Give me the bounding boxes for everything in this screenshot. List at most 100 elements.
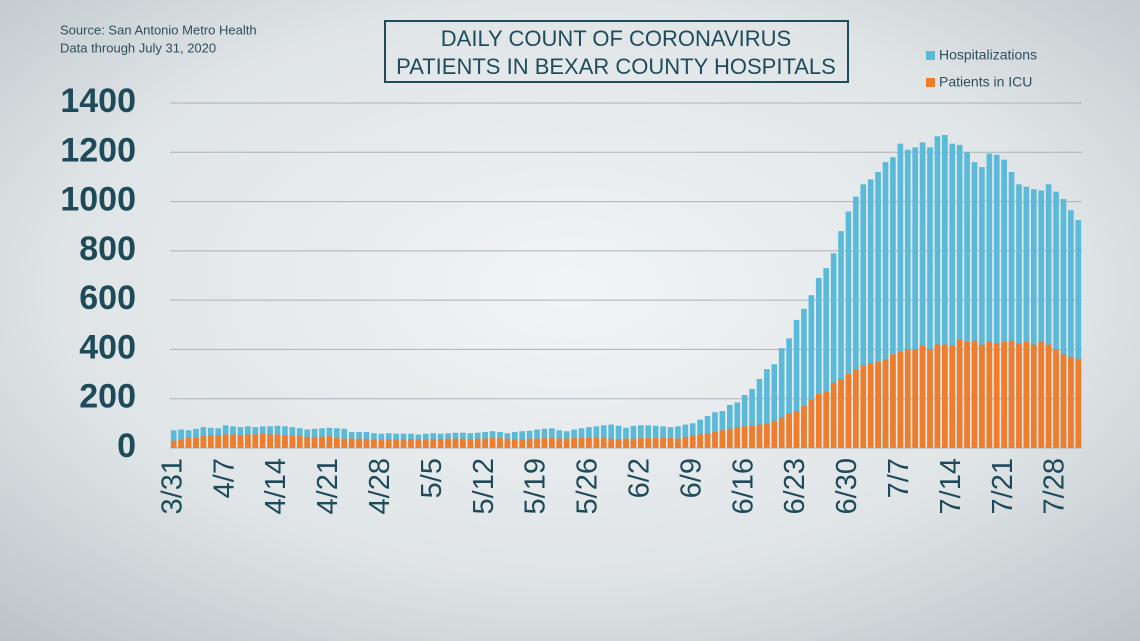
y-tick-label: 200 — [79, 378, 136, 416]
y-tick-label: 1400 — [60, 82, 136, 120]
bar — [689, 435, 696, 448]
bar — [786, 338, 792, 448]
bar — [504, 438, 511, 448]
bar — [697, 434, 703, 448]
bar — [927, 147, 933, 448]
bar — [993, 154, 1000, 448]
bar — [170, 430, 177, 448]
bar — [875, 172, 881, 448]
bar — [578, 437, 585, 448]
bar — [949, 143, 956, 449]
bar — [1045, 344, 1052, 448]
x-tick-label: 5/26 — [572, 458, 604, 514]
bar — [904, 349, 911, 448]
bar — [1075, 358, 1082, 448]
bar — [801, 406, 807, 448]
bar — [1068, 210, 1074, 448]
bar — [600, 425, 607, 448]
bar — [467, 439, 474, 448]
bar — [430, 439, 437, 448]
x-tick-label: 3/31 — [156, 458, 188, 514]
bar — [830, 253, 837, 448]
bar — [756, 379, 763, 448]
bar — [986, 342, 993, 448]
bar — [993, 343, 1000, 448]
bar — [778, 417, 785, 448]
bar — [341, 438, 348, 448]
bar — [408, 439, 414, 448]
title-box — [384, 20, 849, 83]
bar — [956, 144, 963, 448]
bar — [897, 143, 904, 449]
bar — [289, 435, 296, 448]
y-tick-label: 600 — [79, 279, 136, 317]
bar — [593, 426, 600, 448]
bar — [623, 438, 629, 448]
bar — [482, 438, 488, 448]
bar — [1023, 186, 1030, 449]
bar — [867, 179, 874, 448]
bar — [838, 379, 844, 448]
x-tick-label: 7/7 — [883, 458, 915, 498]
bar — [793, 411, 800, 448]
bar — [667, 427, 674, 448]
bar — [526, 438, 533, 448]
bar — [882, 162, 889, 448]
bar — [1001, 342, 1007, 448]
bar — [511, 439, 518, 448]
bar — [341, 428, 348, 448]
bar — [764, 423, 770, 448]
bar — [586, 437, 592, 448]
bar — [964, 152, 970, 449]
bar — [623, 427, 629, 448]
bar — [749, 388, 755, 448]
bar — [1038, 190, 1045, 448]
bar — [460, 438, 466, 448]
legend-label: Patients in ICU — [939, 74, 1032, 90]
bar — [237, 435, 244, 448]
bar — [942, 344, 948, 448]
x-tick-label: 7/21 — [987, 458, 1019, 514]
bar — [422, 439, 429, 448]
bar — [230, 434, 236, 448]
bar — [1008, 340, 1015, 448]
note: Data through July 31, 2020 — [60, 40, 216, 55]
bar — [815, 393, 822, 448]
bar — [667, 438, 674, 448]
bar — [845, 211, 852, 448]
bar — [904, 149, 911, 449]
bar — [1008, 172, 1015, 448]
bar — [1038, 342, 1045, 448]
bar — [830, 382, 837, 448]
bar — [608, 438, 614, 448]
bar — [282, 435, 288, 448]
bar — [378, 439, 385, 448]
bar — [1016, 343, 1022, 448]
bar — [185, 438, 192, 448]
bar — [682, 424, 689, 448]
bar — [193, 437, 199, 448]
bar — [638, 438, 644, 448]
x-tick-label: 4/7 — [208, 458, 240, 498]
bar — [652, 425, 659, 448]
x-tick-label: 6/30 — [831, 458, 863, 514]
bar — [645, 438, 652, 448]
bar — [200, 436, 207, 448]
bar — [808, 295, 815, 448]
bar — [304, 436, 310, 448]
x-tick-label: 7/28 — [1039, 458, 1071, 514]
bar — [890, 157, 896, 448]
y-tick-label: 0 — [117, 427, 136, 465]
bar — [311, 436, 318, 448]
bar — [615, 439, 622, 448]
bar — [615, 425, 622, 448]
bar — [267, 434, 273, 448]
bar — [1030, 344, 1037, 448]
bar — [801, 308, 807, 448]
bar — [1060, 354, 1067, 448]
x-tick-label: 6/9 — [675, 458, 707, 498]
bar — [445, 438, 451, 448]
bar — [741, 426, 748, 448]
bar — [704, 433, 711, 448]
